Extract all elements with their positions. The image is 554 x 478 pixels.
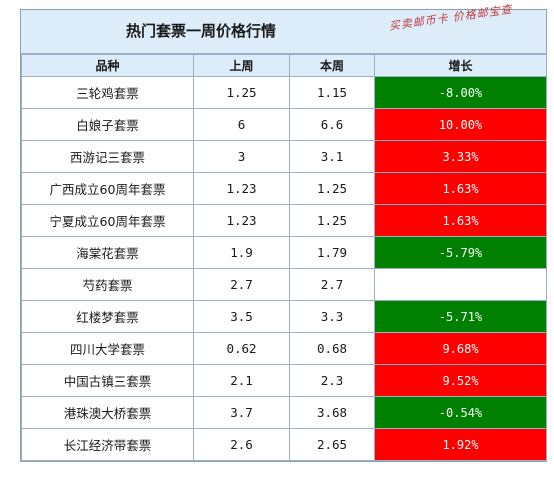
cell-growth: 3.33% [375,141,547,173]
cell-growth: -8.00% [375,77,547,109]
cell-this-week: 3.3 [290,301,375,333]
table-title: 热门套票一周价格行情 [21,10,381,53]
watermark-text: 买卖邮币卡 价格邮宝查 [388,0,539,34]
table-row: 海棠花套票1.91.79-5.79% [22,237,547,269]
cell-last-week: 3 [194,141,290,173]
cell-last-week: 0.62 [194,333,290,365]
table-row: 宁夏成立60周年套票1.231.251.63% [22,205,547,237]
table-row: 中国古镇三套票2.12.39.52% [22,365,547,397]
column-header-growth: 增长 [375,55,547,77]
cell-this-week: 0.68 [290,333,375,365]
cell-last-week: 3.7 [194,397,290,429]
cell-variety: 海棠花套票 [22,237,194,269]
table-row: 红楼梦套票3.53.3-5.71% [22,301,547,333]
header-row: 品种 上周 本周 增长 [22,55,547,77]
cell-variety: 四川大学套票 [22,333,194,365]
cell-this-week: 2.65 [290,429,375,461]
cell-growth: -0.54% [375,397,547,429]
price-table-container: 热门套票一周价格行情 买卖邮币卡 价格邮宝查 品种 上周 本周 增长 三轮鸡套票… [20,9,547,462]
cell-this-week: 2.7 [290,269,375,301]
table-row: 芍药套票2.72.7 [22,269,547,301]
cell-this-week: 1.79 [290,237,375,269]
cell-last-week: 2.6 [194,429,290,461]
cell-last-week: 1.23 [194,205,290,237]
cell-variety: 芍药套票 [22,269,194,301]
cell-this-week: 1.25 [290,173,375,205]
cell-this-week: 3.68 [290,397,375,429]
cell-growth: 1.92% [375,429,547,461]
cell-variety: 宁夏成立60周年套票 [22,205,194,237]
cell-this-week: 6.6 [290,109,375,141]
cell-growth: 1.63% [375,173,547,205]
table-row: 长江经济带套票2.62.651.92% [22,429,547,461]
cell-growth: -5.79% [375,237,547,269]
table-row: 港珠澳大桥套票3.73.68-0.54% [22,397,547,429]
cell-variety: 西游记三套票 [22,141,194,173]
cell-last-week: 2.1 [194,365,290,397]
table-row: 西游记三套票33.13.33% [22,141,547,173]
cell-last-week: 2.7 [194,269,290,301]
cell-growth [375,269,547,301]
cell-variety: 长江经济带套票 [22,429,194,461]
cell-variety: 白娘子套票 [22,109,194,141]
column-header-this-week: 本周 [290,55,375,77]
cell-variety: 港珠澳大桥套票 [22,397,194,429]
cell-growth: -5.71% [375,301,547,333]
table-row: 三轮鸡套票1.251.15-8.00% [22,77,547,109]
cell-last-week: 1.23 [194,173,290,205]
cell-variety: 中国古镇三套票 [22,365,194,397]
cell-growth: 9.52% [375,365,547,397]
cell-this-week: 1.25 [290,205,375,237]
table-row: 白娘子套票66.610.00% [22,109,547,141]
cell-last-week: 6 [194,109,290,141]
cell-variety: 红楼梦套票 [22,301,194,333]
cell-last-week: 3.5 [194,301,290,333]
cell-growth: 1.63% [375,205,547,237]
table-row: 四川大学套票0.620.689.68% [22,333,547,365]
column-header-last-week: 上周 [194,55,290,77]
title-bar: 热门套票一周价格行情 买卖邮币卡 价格邮宝查 [21,10,546,54]
table-row: 广西成立60周年套票1.231.251.63% [22,173,547,205]
cell-growth: 9.68% [375,333,547,365]
cell-this-week: 3.1 [290,141,375,173]
cell-last-week: 1.25 [194,77,290,109]
cell-this-week: 2.3 [290,365,375,397]
price-table: 品种 上周 本周 增长 三轮鸡套票1.251.15-8.00%白娘子套票66.6… [21,54,547,461]
cell-variety: 广西成立60周年套票 [22,173,194,205]
cell-last-week: 1.9 [194,237,290,269]
cell-this-week: 1.15 [290,77,375,109]
cell-variety: 三轮鸡套票 [22,77,194,109]
cell-growth: 10.00% [375,109,547,141]
column-header-variety: 品种 [22,55,194,77]
